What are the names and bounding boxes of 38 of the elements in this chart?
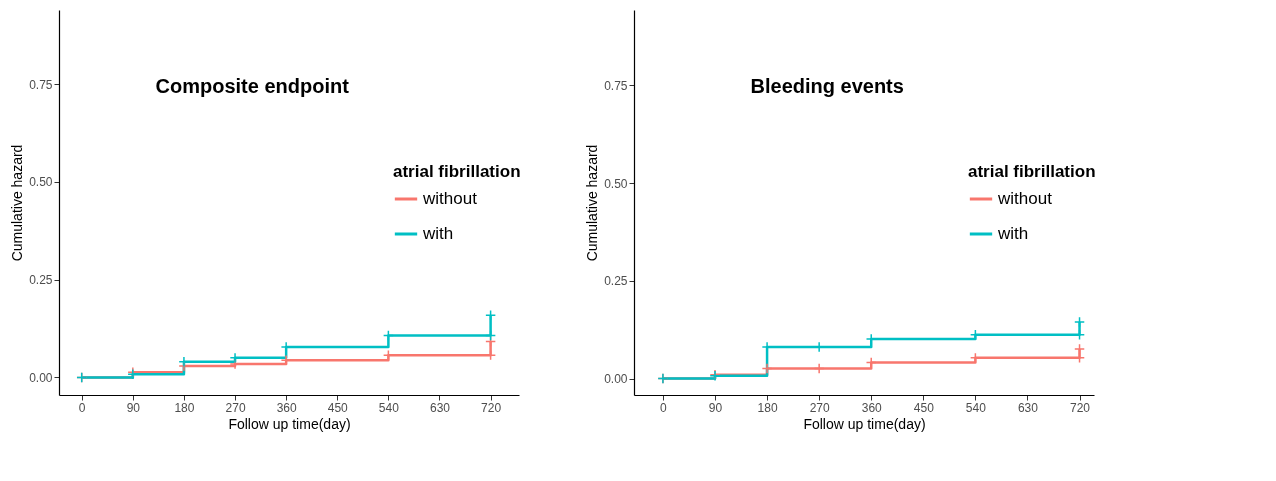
legend-label: with [422,224,454,243]
x-tick-label: 450 [327,400,349,415]
x-tick-label: 90 [708,400,723,415]
legend-label: with [997,224,1029,243]
x-tick-label: 90 [126,400,141,415]
x-tick-label: 360 [861,400,883,415]
text: Composite endpoint [155,75,350,97]
text: Bleeding events [750,75,904,97]
legend-label: without [422,189,478,208]
x-tick-label: 270 [225,400,246,415]
legend-title: atrial fibrillation [393,162,521,181]
y-axis-title: Cumulative hazard [9,144,26,262]
y-tick-label: 0.25 [29,273,53,288]
x-tick-label: 450 [913,400,935,415]
x-axis-title: Follow up time(day) [803,415,926,432]
x-tick-label: 630 [429,400,451,415]
y-tick-label: 0.75 [29,77,53,92]
y-axis-title: Cumulative hazard [584,144,601,262]
x-tick-label: 540 [965,400,987,415]
x-axis-title: Follow up time(day) [228,415,351,432]
x-tick-label: 630 [1017,400,1039,415]
x-tick-label: 0 [660,400,668,415]
x-tick-label: 180 [174,400,195,415]
y-tick-label: 0.50 [29,175,53,190]
y-tick-label: 0.25 [604,274,628,289]
x-tick-label: 180 [757,400,778,415]
y-tick-label: 0.00 [604,372,628,387]
x-tick-label: 720 [1070,400,1091,415]
x-tick-label: 360 [276,400,297,415]
legend-label: without [997,189,1053,208]
legend-title: atrial fibrillation [968,162,1096,181]
y-tick-label: 0.50 [604,176,628,191]
x-tick-label: 720 [481,400,502,415]
x-tick-label: 0 [78,400,86,415]
x-tick-label: 540 [378,400,400,415]
x-tick-label: 270 [809,400,830,415]
y-tick-label: 0.00 [29,370,53,385]
y-tick-label: 0.75 [604,78,628,93]
